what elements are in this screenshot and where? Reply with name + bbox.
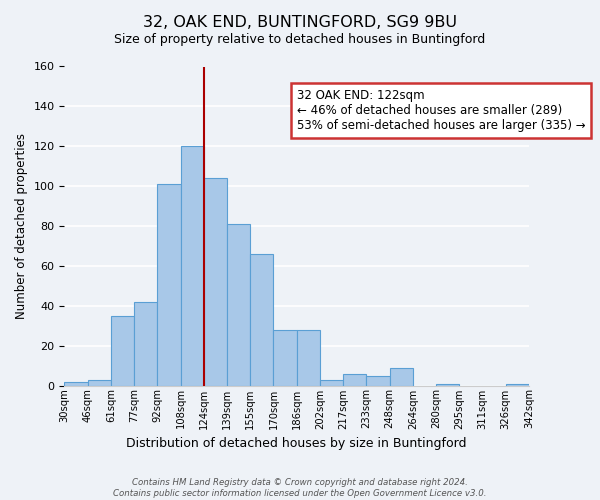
- Bar: [274, 330, 296, 386]
- Bar: [320, 380, 343, 386]
- Text: Contains HM Land Registry data © Crown copyright and database right 2024.
Contai: Contains HM Land Registry data © Crown c…: [113, 478, 487, 498]
- Bar: [64, 382, 88, 386]
- Bar: [181, 146, 204, 386]
- Bar: [389, 368, 413, 386]
- Bar: [111, 316, 134, 386]
- Bar: [250, 254, 274, 386]
- Bar: [227, 224, 250, 386]
- Text: Size of property relative to detached houses in Buntingford: Size of property relative to detached ho…: [115, 32, 485, 46]
- Bar: [204, 178, 227, 386]
- Bar: [88, 380, 111, 386]
- Bar: [343, 374, 367, 386]
- Bar: [134, 302, 157, 386]
- Bar: [367, 376, 389, 386]
- Bar: [296, 330, 320, 386]
- Bar: [157, 184, 181, 386]
- X-axis label: Distribution of detached houses by size in Buntingford: Distribution of detached houses by size …: [127, 437, 467, 450]
- Text: 32 OAK END: 122sqm
← 46% of detached houses are smaller (289)
53% of semi-detach: 32 OAK END: 122sqm ← 46% of detached hou…: [296, 89, 585, 132]
- Bar: [436, 384, 459, 386]
- Y-axis label: Number of detached properties: Number of detached properties: [15, 133, 28, 319]
- Text: 32, OAK END, BUNTINGFORD, SG9 9BU: 32, OAK END, BUNTINGFORD, SG9 9BU: [143, 15, 457, 30]
- Bar: [506, 384, 529, 386]
